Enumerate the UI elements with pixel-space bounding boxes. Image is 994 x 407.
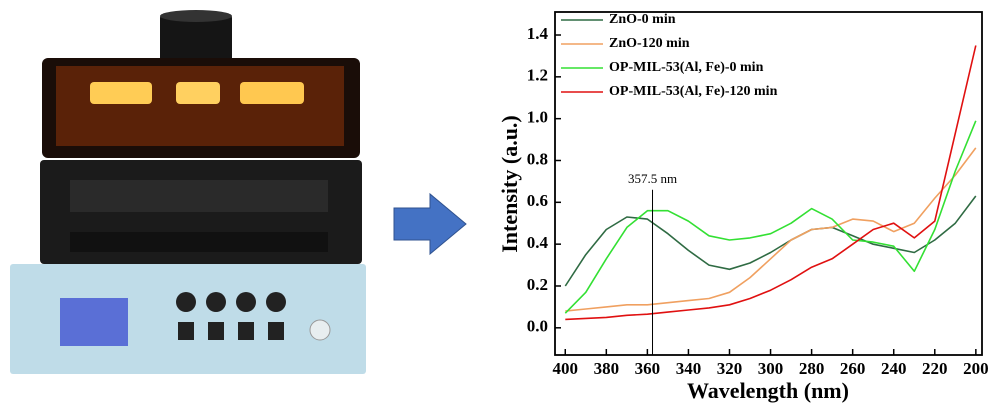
y-tick-label: 0.8 (527, 149, 548, 168)
y-tick-label: 1.4 (527, 24, 549, 43)
figure: Wavelength (nm) Intensity (a.u.) 0.0 0.2 0… (0, 0, 994, 407)
legend-label: OP-MIL-53(Al, Fe)-0 min (609, 60, 764, 75)
tray (70, 180, 328, 212)
y-tick-label: 1.0 (527, 108, 548, 127)
vent (70, 232, 328, 252)
x-tick-label: 220 (922, 359, 948, 378)
legend-label: OP-MIL-53(Al, Fe)-120 min (609, 84, 778, 99)
x-tick-label: 200 (963, 359, 989, 378)
lamp (176, 82, 220, 104)
x-tick-label: 400 (553, 359, 579, 378)
knob (266, 292, 286, 312)
y-tick-label: 0.0 (527, 317, 548, 336)
series-line (565, 148, 976, 311)
x-tick-label: 360 (635, 359, 661, 378)
x-tick-label: 320 (717, 359, 743, 378)
lamp (90, 82, 152, 104)
knob (206, 292, 226, 312)
chamber-window (56, 66, 344, 146)
legend-label: ZnO-120 min (609, 36, 690, 51)
legend-label: ZnO-0 min (609, 12, 676, 27)
switch (178, 322, 194, 340)
y-tick-label: 0.2 (527, 275, 548, 294)
series-line (565, 196, 976, 286)
y-tick-label: 0.4 (527, 233, 549, 252)
knob (176, 292, 196, 312)
power-button (310, 320, 330, 340)
switch (208, 322, 224, 340)
arrow (394, 194, 466, 254)
knob (236, 292, 256, 312)
chart: Wavelength (nm) Intensity (a.u.) 0.0 0.2 0… (497, 12, 989, 403)
y-axis-title: Intensity (a.u.) (497, 115, 522, 253)
x-axis-title: Wavelength (nm) (687, 378, 849, 403)
annotation-label: 357.5 nm (628, 171, 677, 186)
x-tick-label: 240 (881, 359, 907, 378)
switch (268, 322, 284, 340)
x-tick-label: 260 (840, 359, 866, 378)
switch (238, 322, 254, 340)
x-tick-label: 340 (676, 359, 702, 378)
lamp (240, 82, 304, 104)
lamp-cap-top (160, 10, 232, 22)
page: {"chart_data": {"type": "line", "xlabel"… (0, 0, 994, 407)
display (60, 298, 128, 346)
x-tick-label: 300 (758, 359, 784, 378)
device-photo (10, 10, 366, 374)
y-tick-label: 1.2 (527, 66, 548, 85)
x-tick-label: 380 (594, 359, 620, 378)
y-tick-label: 0.6 (527, 191, 548, 210)
x-tick-label: 280 (799, 359, 825, 378)
